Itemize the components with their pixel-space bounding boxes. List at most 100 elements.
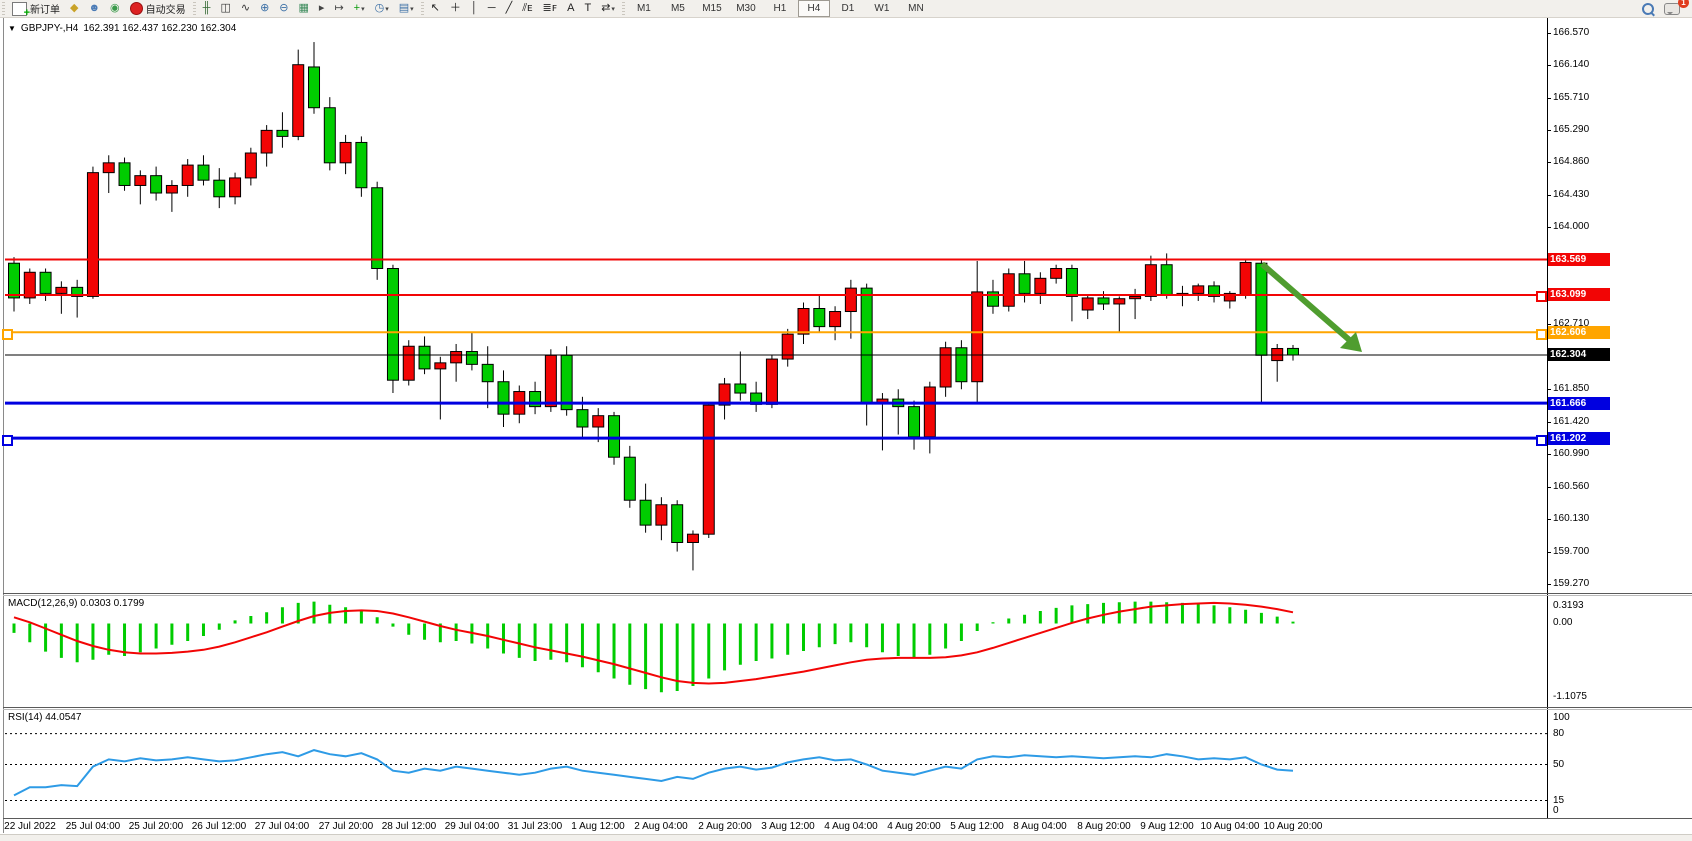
price-tick-label: 166.140 — [1553, 59, 1590, 70]
bar-chart-button[interactable]: ╫ — [199, 0, 215, 17]
timeframe-h1[interactable]: H1 — [773, 3, 787, 14]
trendline-icon: ╱ — [505, 2, 513, 14]
hline-handle[interactable] — [2, 435, 13, 446]
bar-chart-icon: ╫ — [202, 2, 211, 14]
status-bar — [0, 834, 1692, 841]
zoom-in-button[interactable]: ⊕ — [256, 0, 273, 17]
hline-handle[interactable] — [1536, 291, 1547, 302]
toolbar-grip[interactable] — [621, 2, 625, 15]
styles-button[interactable]: ◆ — [66, 0, 82, 17]
price-tick-label: 164.860 — [1553, 156, 1590, 167]
arrows-button[interactable]: ⇄ ▾ — [597, 0, 619, 17]
toolbar-grip[interactable] — [192, 2, 196, 15]
main-toolbar: 新订单 ◆☻◉ 自动交易 ╫◫∿⊕⊖▦▸↦+▾◷▾▤▾ ↖＋│─╱⫽ᴇ≣ꜰAT⇄… — [0, 0, 1692, 19]
fibonacci-button[interactable]: ≣ꜰ — [538, 0, 561, 17]
time-axis-label: 22 Jul 2022 — [4, 821, 56, 832]
support-line-badge: 161.202 — [1548, 432, 1610, 445]
zoom-out-button[interactable]: ⊖ — [275, 0, 292, 17]
time-axis-label: 10 Aug 04:00 — [1200, 821, 1260, 832]
new-order-label: 新订单 — [30, 5, 60, 16]
support-line-badge: 161.666 — [1548, 397, 1610, 410]
search-button[interactable] — [1638, 0, 1658, 17]
templates-button[interactable]: ▤ ▾ — [395, 0, 418, 17]
vertical-line-button[interactable]: │ — [467, 0, 482, 17]
chart-ohlc-values: 162.391 162.437 162.230 162.304 — [83, 23, 237, 34]
chart-title: ▼ GBPJPY-,H4 162.391 162.437 162.230 162… — [8, 23, 236, 34]
resistance-line-badge: 163.099 — [1548, 288, 1610, 301]
horizontal-line-icon: ─ — [487, 2, 496, 14]
price-tick — [1547, 552, 1551, 553]
price-axis-border — [1547, 18, 1548, 818]
time-axis-label: 4 Aug 04:00 — [824, 821, 878, 832]
cursor-icon: ↖ — [430, 2, 440, 14]
price-tick-label: 160.560 — [1553, 481, 1590, 492]
price-tick — [1547, 324, 1551, 325]
price-tick-label: 159.700 — [1553, 546, 1590, 557]
panel-separator[interactable] — [3, 707, 1692, 708]
time-axis-label: 4 Aug 20:00 — [887, 821, 941, 832]
panel-separator — [3, 709, 1692, 710]
rsi-panel[interactable] — [5, 710, 1547, 818]
price-tick — [1547, 389, 1551, 390]
dropdown-arrow-icon[interactable]: ▾ — [361, 5, 365, 13]
timeframe-w1[interactable]: W1 — [874, 3, 890, 14]
panel-separator — [3, 595, 1692, 596]
candlestick-chart-button[interactable]: ◫ — [216, 0, 234, 17]
dropdown-arrow-icon[interactable]: ▾ — [410, 5, 414, 13]
cursor-button[interactable]: ↖ — [427, 0, 444, 17]
hline-handle[interactable] — [2, 329, 13, 340]
label-button[interactable]: T — [580, 0, 595, 17]
chart-window[interactable] — [3, 18, 1692, 833]
timeframe-h4[interactable]: H4 — [797, 0, 830, 17]
profile-button[interactable]: ☻ — [84, 0, 104, 17]
periods-button[interactable]: ◷ ▾ — [371, 0, 393, 17]
macd-axis-label: 0.00 — [1553, 617, 1573, 628]
macd-panel[interactable] — [5, 596, 1547, 707]
dropdown-arrow-icon[interactable]: ▾ — [611, 5, 615, 13]
time-axis-label: 26 Jul 12:00 — [191, 821, 247, 832]
price-tick-label: 161.420 — [1553, 416, 1590, 427]
price-tick-label: 164.430 — [1553, 189, 1590, 200]
time-axis-label: 2 Aug 04:00 — [634, 821, 688, 832]
indicators-icon: + — [353, 2, 361, 14]
pivot-line-badge: 162.606 — [1548, 326, 1610, 339]
label-icon: T — [584, 2, 592, 14]
vertical-line-icon: │ — [470, 2, 478, 14]
new-order-button[interactable]: 新订单 — [8, 0, 64, 19]
indicators-button[interactable]: + ▾ — [350, 0, 369, 17]
chart-shift-button[interactable]: ↦ — [330, 0, 347, 17]
horizontal-line-button[interactable]: ─ — [484, 0, 500, 17]
toolbar-grip[interactable] — [2, 2, 5, 15]
hline-handle[interactable] — [1536, 435, 1547, 446]
price-tick-label: 159.270 — [1553, 578, 1590, 589]
rsi-axis-label: 0 — [1553, 805, 1559, 816]
timeframe-m5[interactable]: M5 — [670, 3, 685, 14]
tile-windows-button[interactable]: ▦ — [295, 0, 313, 17]
timeframe-m30[interactable]: M30 — [736, 3, 756, 14]
text-button[interactable]: A — [563, 0, 578, 17]
hline-handle[interactable] — [1536, 329, 1547, 340]
rsi-axis-label: 100 — [1553, 712, 1570, 723]
crosshair-button[interactable]: ＋ — [446, 0, 465, 17]
chat-button[interactable]: 1 — [1660, 0, 1689, 17]
auto-trading-button[interactable]: 自动交易 — [126, 0, 190, 17]
panel-separator[interactable] — [3, 593, 1692, 594]
timeframe-mn[interactable]: MN — [908, 3, 924, 14]
time-axis-label: 31 Jul 23:00 — [507, 821, 563, 832]
time-axis-label: 2 Aug 20:00 — [698, 821, 752, 832]
dropdown-arrow-icon[interactable]: ▾ — [385, 5, 389, 13]
new-order-icon — [12, 1, 30, 19]
timeframe-m1[interactable]: M1 — [636, 3, 651, 14]
candlestick-chart[interactable] — [5, 18, 1547, 593]
collapse-arrow-icon[interactable]: ▼ — [8, 24, 16, 33]
timeframe-d1[interactable]: D1 — [841, 3, 855, 14]
auto-scroll-button[interactable]: ▸ — [315, 0, 329, 17]
channel-button[interactable]: ⫽ᴇ — [518, 0, 536, 17]
search-icon — [1642, 2, 1654, 15]
timeframe-m15[interactable]: M15 — [702, 3, 722, 14]
toolbar-grip[interactable] — [420, 2, 424, 15]
signals-button[interactable]: ◉ — [106, 0, 124, 17]
trendline-button[interactable]: ╱ — [502, 0, 517, 17]
line-chart-button[interactable]: ∿ — [237, 0, 254, 17]
resistance-line-badge: 163.569 — [1548, 253, 1610, 266]
